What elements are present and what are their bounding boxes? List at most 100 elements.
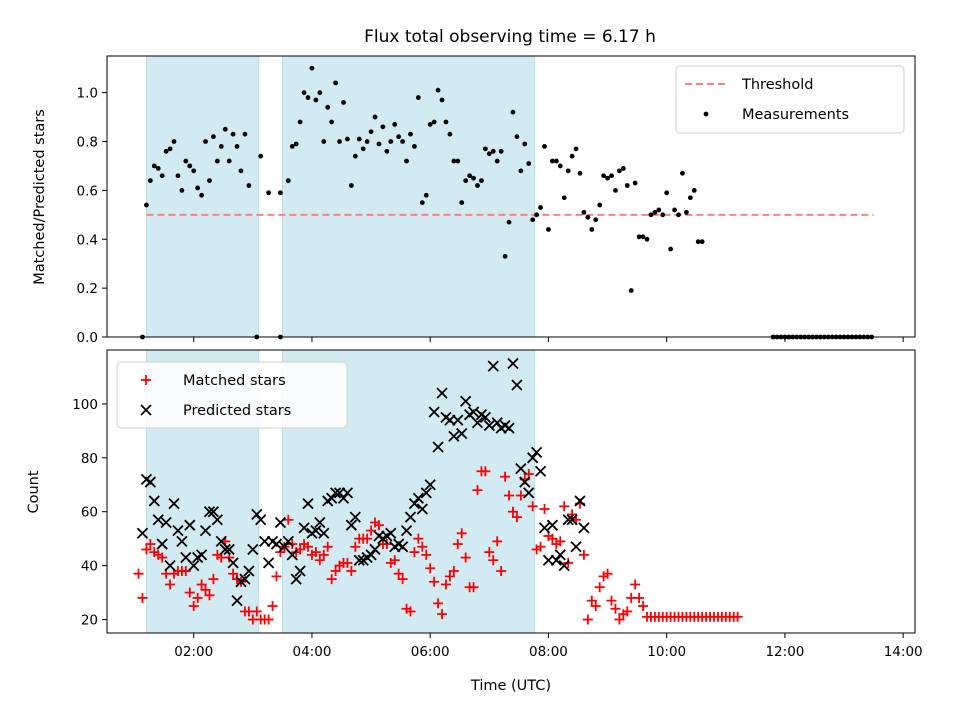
predicted-star-point: [231, 595, 243, 607]
matched-star-point: [515, 490, 526, 501]
x-axis-label: Time (UTC): [470, 678, 551, 694]
bottom-y-ticks: 20 40 60 80 100: [72, 397, 107, 629]
matched-star-point: [362, 533, 373, 544]
matched-star-point: [456, 528, 467, 539]
matched-star-point: [267, 601, 278, 612]
top-x-ticks: [193, 337, 904, 342]
top-y-ticks: 0.0 0.2 0.4 0.6 0.8 1.0: [77, 86, 107, 346]
measurement-point: [624, 183, 630, 188]
x-tick-label: 10:00: [647, 644, 686, 660]
measurement-point: [668, 246, 674, 252]
predicted-star-point: [184, 519, 196, 531]
legend-measurements-swatch: [703, 111, 709, 117]
matched-star-point: [500, 471, 511, 482]
measurement-point: [325, 104, 331, 110]
matched-star-point: [590, 601, 601, 612]
predicted-star-point: [247, 543, 259, 556]
measurement-point: [455, 158, 461, 164]
top-panel: 0.0 0.2 0.4 0.6 0.8 1.0 Matched/Predicted sta…: [32, 55, 916, 346]
measurement-point: [695, 239, 701, 245]
bottom-panel: 20 40 60 80 100 02:00 04:00 06:00 08:00 10:00 12:…: [26, 349, 923, 694]
measurement-point: [553, 158, 559, 164]
matched-star-point: [303, 541, 314, 552]
matched-star-point: [460, 552, 471, 563]
matched-star-point: [192, 592, 203, 603]
predicted-star-point: [310, 524, 322, 537]
matched-star-point: [547, 533, 558, 544]
measurement-point: [321, 139, 327, 144]
matched-star-point: [582, 614, 593, 625]
measurement-point: [581, 209, 587, 215]
matched-star-point: [389, 555, 400, 566]
predicted-star-point: [164, 559, 176, 572]
measurement-point: [538, 205, 543, 210]
measurement-point: [360, 146, 366, 152]
measurement-point: [628, 288, 634, 293]
matched-star-point: [141, 375, 151, 385]
measurement-point: [423, 192, 429, 198]
predicted-star-point: [270, 538, 283, 550]
predicted-star-point: [298, 522, 310, 534]
measurement-point: [167, 146, 173, 152]
predicted-star-point: [424, 479, 436, 491]
matched-star-point: [326, 574, 337, 585]
matched-star-point: [484, 547, 495, 558]
matched-star-point: [448, 566, 459, 577]
measurement-point: [392, 122, 398, 127]
measurement-point: [234, 144, 240, 149]
matched-star-point: [468, 582, 479, 593]
matched-star-point: [586, 595, 597, 606]
measurement-point: [687, 195, 693, 201]
measurement-point: [230, 131, 236, 137]
measurement-point: [549, 158, 555, 164]
matched-star-point: [330, 566, 341, 577]
measurement-point: [195, 185, 201, 191]
measurement-point: [415, 95, 421, 100]
measurement-point: [313, 97, 319, 103]
measurement-point: [297, 119, 303, 125]
predicted-star-point: [341, 487, 354, 499]
measurements-series: [140, 65, 875, 340]
matched-star-point: [314, 555, 325, 566]
measurement-point: [463, 178, 469, 184]
predicted-star-point: [523, 487, 535, 499]
measurement-point: [636, 234, 642, 240]
matched-star-point: [433, 598, 444, 609]
x-tick-label: 08:00: [529, 644, 568, 660]
measurement-point: [301, 90, 307, 96]
matched-star-point: [496, 566, 507, 577]
measurement-point: [246, 183, 252, 188]
top-y-tick-label: 0.2: [77, 281, 98, 297]
measurement-point: [577, 170, 583, 176]
top-shaded-intervals: [145, 55, 536, 338]
x-tick-label: 06:00: [411, 644, 450, 660]
measurement-point: [341, 100, 346, 105]
measurement-point: [266, 190, 271, 196]
measurement-point: [183, 158, 189, 164]
predicted-star-point: [251, 508, 263, 521]
predicted-star-point: [136, 527, 149, 539]
measurement-point: [632, 180, 638, 186]
measurement-point: [144, 202, 149, 208]
bottom-y-tick-label: 20: [81, 613, 98, 629]
measurement-point: [285, 178, 291, 184]
measurement-point: [593, 217, 599, 223]
predicted-star-point: [156, 538, 168, 550]
predicted-star-point: [479, 411, 492, 424]
measurement-point: [207, 178, 212, 184]
measurement-point: [396, 134, 402, 140]
x-tick-label: 04:00: [293, 644, 332, 660]
matched-star-point: [610, 603, 621, 614]
measurement-point: [573, 146, 579, 152]
predicted-star-point: [219, 543, 231, 556]
matched-star-point: [606, 595, 617, 606]
measurement-point: [364, 139, 370, 144]
predicted-star-point: [207, 506, 220, 518]
measurement-point: [656, 207, 662, 213]
legend-matched-label: Matched stars: [183, 373, 286, 389]
measurement-point: [431, 119, 437, 125]
bottom-y-tick-label: 80: [81, 451, 98, 467]
legend-predicted-label: Predicted stars: [183, 403, 291, 419]
measurement-point: [203, 139, 208, 144]
matched-star-point: [381, 539, 392, 550]
